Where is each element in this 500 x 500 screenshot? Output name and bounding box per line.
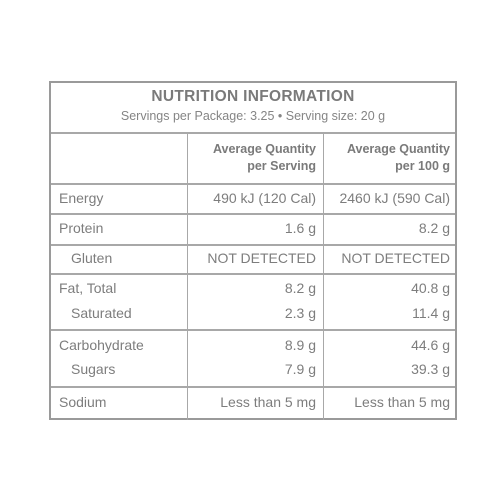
sugars-per-100g: 39.3 g xyxy=(411,361,450,377)
gluten-per-100g: NOT DETECTED xyxy=(341,250,450,266)
divider-protein xyxy=(51,213,455,215)
row-label-energy: Energy xyxy=(59,190,104,206)
saturated-per-100g: 11.4 g xyxy=(412,305,450,321)
header-per-serving-line2: per Serving xyxy=(247,159,316,173)
header-per-serving: Average Quantity per Serving xyxy=(186,141,316,175)
row-label-sodium: Sodium xyxy=(59,394,107,410)
row-label-protein: Protein xyxy=(59,220,104,236)
row-label-saturated: Saturated xyxy=(71,305,132,321)
carbohydrate-per-serving: 8.9 g xyxy=(284,337,316,353)
divider-sodium xyxy=(51,386,455,388)
panel-title: NUTRITION INFORMATION xyxy=(151,88,355,105)
column-divider-2 xyxy=(323,133,324,420)
fat-total-per-100g: 40.8 g xyxy=(411,280,450,296)
header-per-100g: Average Quantity per 100 g xyxy=(320,141,450,175)
header-per-100g-line2: per 100 g xyxy=(395,159,450,173)
saturated-per-serving: 2.3 g xyxy=(284,305,316,321)
row-label-fat-total: Fat, Total xyxy=(59,280,117,296)
sodium-per-serving: Less than 5 mg xyxy=(220,394,316,410)
fat-total-per-serving: 8.2 g xyxy=(284,280,316,296)
header-per-100g-line1: Average Quantity xyxy=(346,142,450,156)
servings-info: Servings per Package: 3.25 • Serving siz… xyxy=(120,109,386,123)
row-label-sugars: Sugars xyxy=(71,361,116,377)
energy-per-serving: 490 kJ (120 Cal) xyxy=(213,190,316,206)
energy-per-100g: 2460 kJ (590 Cal) xyxy=(339,190,450,206)
divider-energy xyxy=(51,183,455,185)
row-label-carbohydrate: Carbohydrate xyxy=(59,337,144,353)
nutrition-panel: NUTRITION INFORMATION Servings per Packa… xyxy=(49,81,457,420)
protein-per-100g: 8.2 g xyxy=(418,220,450,236)
row-label-gluten: Gluten xyxy=(71,250,113,266)
gluten-per-serving: NOT DETECTED xyxy=(207,250,316,266)
carbohydrate-per-100g: 44.6 g xyxy=(411,337,450,353)
sodium-per-100g: Less than 5 mg xyxy=(354,394,450,410)
protein-per-serving: 1.6 g xyxy=(284,220,316,236)
header-per-serving-line1: Average Quantity xyxy=(212,142,316,156)
divider-fat xyxy=(51,273,455,275)
divider-carbohydrate xyxy=(51,329,455,331)
divider-gluten xyxy=(51,244,455,246)
sugars-per-serving: 7.9 g xyxy=(284,361,316,377)
column-divider-1 xyxy=(187,133,188,420)
divider-header xyxy=(51,132,455,134)
